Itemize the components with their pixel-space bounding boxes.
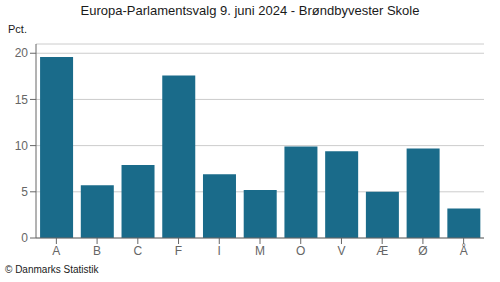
- svg-text:Æ: Æ: [376, 244, 388, 258]
- html-text:© Danmarks Statistik: © Danmarks Statistik: [5, 264, 99, 275]
- svg-text:5: 5: [21, 185, 28, 199]
- svg-text:Ø: Ø: [418, 244, 427, 258]
- svg-text:F: F: [175, 244, 182, 258]
- svg-text:I: I: [218, 244, 221, 258]
- svg-text:A: A: [52, 244, 60, 258]
- svg-text:15: 15: [15, 93, 29, 107]
- svg-text:C: C: [133, 244, 142, 258]
- svg-text:V: V: [337, 244, 345, 258]
- svg-text:M: M: [255, 244, 265, 258]
- svg-text:20: 20: [15, 46, 29, 60]
- svg-text:O: O: [296, 244, 305, 258]
- html-text:Europa-Parlamentsvalg 9. juni: Europa-Parlamentsvalg 9. juni 2024 - Brø…: [80, 3, 420, 18]
- svg-text:B: B: [93, 244, 101, 258]
- svg-text:0: 0: [21, 231, 28, 245]
- svg-text:Å: Å: [460, 243, 468, 258]
- html-text:Pct.: Pct.: [8, 23, 27, 35]
- svg-text:10: 10: [15, 139, 29, 153]
